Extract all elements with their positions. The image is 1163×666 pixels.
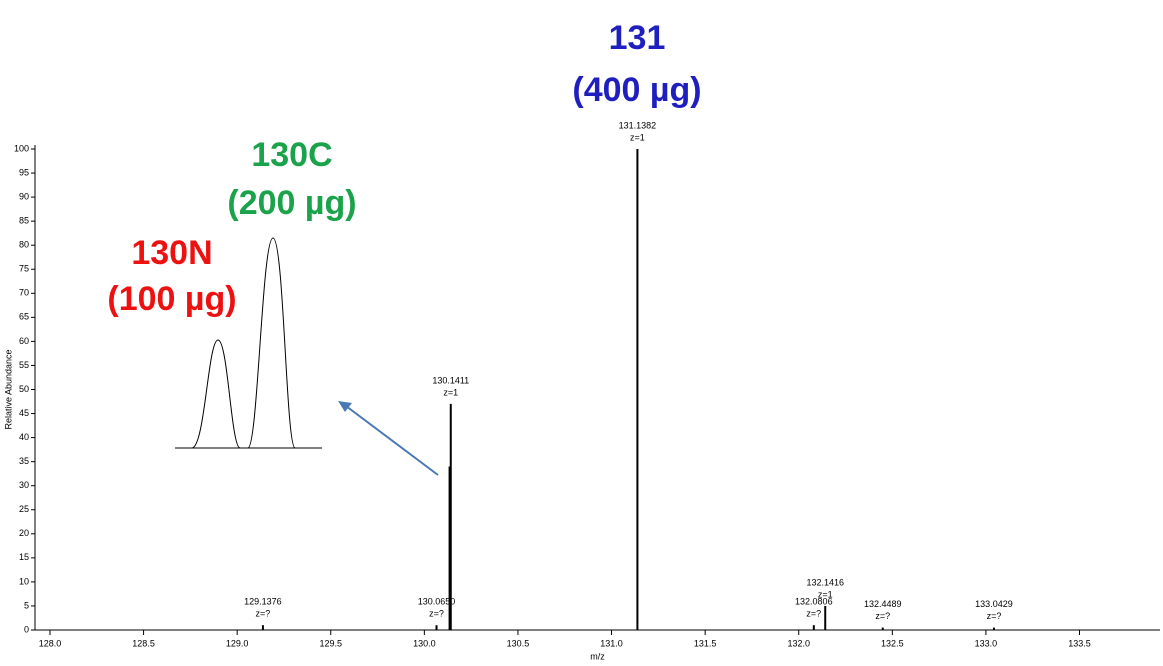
y-tick-label: 45 [19,408,29,418]
y-tick-label: 0 [24,624,29,634]
peak-z-label: z=1 [630,132,645,142]
peak-z-label: z=? [987,611,1002,621]
x-axis-label: m/z [590,651,605,661]
peak-z-label: z=? [806,609,821,619]
y-tick-label: 40 [19,432,29,442]
peak-mz-label: 132.4489 [864,599,902,609]
annotation: 130N [131,234,212,272]
arrow-head [338,401,352,412]
x-tick-label: 129.5 [319,638,342,648]
y-tick-label: 100 [14,143,29,153]
peak-z-label: z=1 [443,387,458,397]
annotation: (200 µg) [227,184,356,222]
annotation: 131 [609,19,666,57]
y-tick-label: 70 [19,288,29,298]
peak-mz-label: 132.1416 [806,577,844,587]
y-tick-label: 85 [19,216,29,226]
x-tick-label: 128.0 [39,638,62,648]
arrow [345,405,439,476]
x-tick-label: 133.5 [1068,638,1091,648]
peak-z-label: z=? [875,611,890,621]
y-tick-label: 80 [19,240,29,250]
y-tick-label: 15 [19,552,29,562]
y-tick-label: 95 [19,167,29,177]
annotation: 130C [251,136,332,174]
y-tick-label: 90 [19,191,29,201]
peak-mz-label: 130.1411 [432,375,469,385]
peak-z-label: z=1 [818,589,833,599]
y-tick-label: 5 [24,600,29,610]
peak-z-label: z=? [429,609,444,619]
inset [175,237,322,449]
y-tick-label: 25 [19,504,29,514]
x-tick-label: 131.0 [600,638,623,648]
y-tick-label: 60 [19,336,29,346]
peak-mz-label: 133.0429 [975,599,1013,609]
peak-mz-label: 131.1382 [619,120,657,130]
x-tick-label: 128.5 [132,638,155,648]
y-tick-label: 55 [19,360,29,370]
y-tick-label: 35 [19,456,29,466]
x-tick-label: 131.5 [694,638,717,648]
x-tick-label: 133.0 [975,638,998,648]
peak-mz-label: 129.1376 [244,597,282,607]
y-tick-label: 65 [19,312,29,322]
peak-z-label: z=? [256,609,271,619]
annotation: (100 µg) [107,280,236,318]
y-tick-label: 30 [19,480,29,490]
x-tick-label: 132.5 [881,638,904,648]
annotation: (400 µg) [572,71,701,109]
y-tick-label: 20 [19,528,29,538]
x-tick-label: 132.0 [787,638,810,648]
peak-mz-label: 132.0806 [795,597,833,607]
x-tick-label: 130.5 [507,638,530,648]
x-tick-label: 129.0 [226,638,249,648]
y-tick-label: 75 [19,264,29,274]
y-tick-label: 10 [19,576,29,586]
y-tick-label: 50 [19,384,29,394]
x-tick-label: 130.0 [413,638,436,648]
peak-mz-label: 130.0650 [418,597,456,607]
y-axis-label: Relative Abundance [3,349,13,429]
